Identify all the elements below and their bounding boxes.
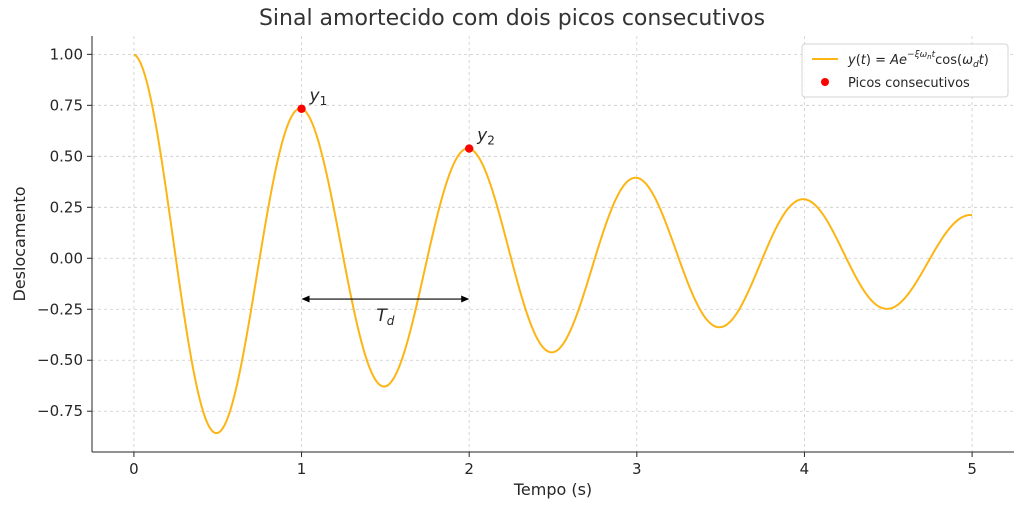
axes-layer: 0 1 2 3 4 5 1.00 0.75 0.50 0.25 0.00 −0.25 −0.50 −0.7… [10, 36, 1014, 499]
y-tick-label: 0.75 [50, 96, 83, 114]
y-tick-label: −0.75 [37, 402, 83, 420]
y-tick-label: 1.00 [50, 45, 83, 63]
signal-line [133, 53, 973, 435]
legend-signal-label: y(t) = Ae−ξωntcos(ωdt) [847, 50, 989, 70]
x-tick-label: 2 [464, 460, 474, 478]
legend-box [801, 43, 1009, 98]
x-tick-label: 3 [632, 460, 642, 478]
period-arrow-head-right [461, 295, 470, 303]
peak-point [297, 104, 306, 114]
y-axis-label: Deslocamento [10, 187, 29, 302]
chart-title: Sinal amortecido com dois picos consecut… [258, 6, 766, 31]
y-tick-label: 0.50 [50, 147, 83, 165]
y-tick-label: −0.25 [37, 300, 83, 318]
y-tick-label: −0.50 [37, 351, 83, 369]
y-tick-label: 0.25 [50, 198, 83, 216]
legend-peak-label: Picos consecutivos [848, 76, 970, 91]
x-tick-label: 0 [129, 460, 139, 478]
series-layer [133, 53, 973, 435]
legend-layer: y(t) = Ae−ξωntcos(ωdt) Picos consecutivos [801, 43, 1009, 98]
peak-label: y2 [476, 126, 495, 148]
x-tick-label: 5 [967, 460, 977, 478]
period-arrow-head-left [301, 295, 310, 303]
y-tick-label: 0.00 [50, 249, 83, 267]
x-tick-label: 1 [297, 460, 307, 478]
period-label: Td [376, 306, 394, 328]
peak-label: y1 [309, 86, 328, 108]
x-axis-label: Tempo (s) [513, 480, 592, 499]
peak-point [464, 144, 474, 153]
annotation-layer: y1 y2 Td [301, 86, 495, 328]
x-tick-label: 4 [800, 460, 810, 478]
legend-peak-swatch [821, 78, 829, 86]
grid-layer [92, 36, 1014, 452]
